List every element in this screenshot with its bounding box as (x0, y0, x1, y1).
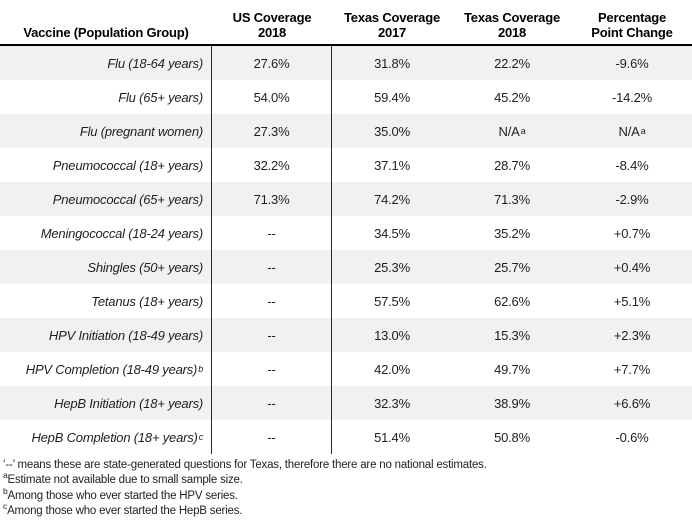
cell-us-2018: -- (212, 250, 332, 284)
cell-us-2018: -- (212, 386, 332, 420)
cell-change: -14.2% (612, 89, 652, 105)
cell-vaccine: HepB Initiation (18+ years) (0, 386, 212, 420)
table-row: Flu (65+ years) 54.0% 59.4% 45.2% -14.2% (0, 80, 692, 114)
cell-tx-2017: 13.0% (374, 327, 410, 343)
cell-tx-2017: 35.0% (374, 123, 410, 139)
cell-tx-2017: 51.4% (374, 429, 410, 445)
cell-tx-2017: 57.5% (374, 293, 410, 309)
cell-tx-2018: 62.6% (494, 293, 530, 309)
cell-tx-2017: 32.3% (374, 395, 410, 411)
cell-tx-2017: 31.8% (374, 55, 410, 71)
cell-us-2018: 32.2% (212, 148, 332, 182)
cell-change: +0.7% (613, 225, 651, 241)
cell-vaccine: Flu (65+ years) (0, 80, 212, 114)
footnote-a: aEstimate not available due to small sam… (3, 470, 243, 487)
footnote-c: cAmong those who ever started the HepB s… (3, 501, 243, 517)
cell-tx-2017: 37.1% (374, 157, 410, 173)
table-row: Tetanus (18+ years) -- 57.5% 62.6% +5.1% (0, 284, 692, 318)
cell-tx-2018: 49.7% (494, 361, 530, 377)
cell-tx-2018: 28.7% (494, 157, 530, 173)
cell-us-2018: 71.3% (212, 182, 332, 216)
header-us-coverage-2018: US Coverage 2018 (232, 10, 312, 40)
cell-us-2018: -- (212, 284, 332, 318)
table-row: Shingles (50+ years) -- 25.3% 25.7% +0.4… (0, 250, 692, 284)
cell-vaccine: Tetanus (18+ years) (0, 284, 212, 318)
cell-change: N/A a (618, 123, 646, 139)
footnote-dashes: ‘--’ means these are state-generated que… (3, 459, 487, 471)
table-row: HepB Completion (18+ years) c -- 51.4% 50… (0, 420, 692, 454)
cell-us-2018: -- (212, 216, 332, 250)
footnotes: ‘--’ means these are state-generated que… (0, 454, 692, 519)
cell-tx-2017: 42.0% (374, 361, 410, 377)
table-row: Pneumococcal (18+ years) 32.2% 37.1% 28.… (0, 148, 692, 182)
cell-tx-2017: 74.2% (374, 191, 410, 207)
cell-tx-2018: 38.9% (494, 395, 530, 411)
cell-tx-2018: 50.8% (494, 429, 530, 445)
table-row: HPV Initiation (18-49 years) -- 13.0% 15… (0, 318, 692, 352)
cell-change: +6.6% (613, 395, 651, 411)
cell-vaccine: Pneumococcal (65+ years) (0, 182, 212, 216)
header-vaccine: Vaccine (Population Group) (0, 0, 212, 44)
cell-tx-2018: 22.2% (494, 55, 530, 71)
cell-tx-2017: 59.4% (374, 89, 410, 105)
cell-change: -9.6% (615, 55, 649, 71)
cell-us-2018: -- (212, 318, 332, 352)
table-header: Vaccine (Population Group) US Coverage 2… (0, 0, 692, 46)
cell-change: -0.6% (615, 429, 649, 445)
header-vaccine-label: Vaccine (Population Group) (23, 25, 189, 40)
table-body: Flu (18-64 years) 27.6% 31.8% 22.2% -9.6… (0, 46, 692, 454)
cell-vaccine: Shingles (50+ years) (0, 250, 212, 284)
cell-us-2018: -- (212, 352, 332, 386)
header-texas-coverage-2018: Texas Coverage 2018 (464, 10, 560, 40)
table-row: Flu (18-64 years) 27.6% 31.8% 22.2% -9.6… (0, 46, 692, 80)
cell-tx-2018: 15.3% (494, 327, 530, 343)
cell-vaccine: Flu (18-64 years) (0, 46, 212, 80)
table-row: Pneumococcal (65+ years) 71.3% 74.2% 71.… (0, 182, 692, 216)
table-row: HPV Completion (18-49 years) b -- 42.0% 4… (0, 352, 692, 386)
cell-vaccine: Pneumococcal (18+ years) (0, 148, 212, 182)
table-row: Flu (pregnant women) 27.3% 35.0% N/A a N/… (0, 114, 692, 148)
cell-change: -8.4% (615, 157, 649, 173)
cell-tx-2017: 34.5% (374, 225, 410, 241)
header-texas-coverage-2017: Texas Coverage 2017 (344, 10, 440, 40)
cell-tx-2018: 71.3% (494, 191, 530, 207)
cell-tx-2018: N/A a (498, 123, 526, 139)
cell-vaccine: HPV Completion (18-49 years) b (0, 352, 212, 386)
cell-tx-2018: 35.2% (494, 225, 530, 241)
cell-us-2018: 54.0% (212, 80, 332, 114)
cell-change: +5.1% (613, 293, 651, 309)
cell-tx-2018: 45.2% (494, 89, 530, 105)
footnote-b: bAmong those who ever started the HPV se… (3, 485, 238, 502)
cell-us-2018: -- (212, 420, 332, 454)
cell-vaccine: Flu (pregnant women) (0, 114, 212, 148)
cell-tx-2018: 25.7% (494, 259, 530, 275)
cell-vaccine: HepB Completion (18+ years) c (0, 420, 212, 454)
cell-tx-2017: 25.3% (374, 259, 410, 275)
cell-vaccine: Meningococcal (18-24 years) (0, 216, 212, 250)
table-row: Meningococcal (18-24 years) -- 34.5% 35.… (0, 216, 692, 250)
cell-change: +2.3% (613, 327, 651, 343)
cell-us-2018: 27.3% (212, 114, 332, 148)
cell-change: -2.9% (615, 191, 649, 207)
header-percentage-point-change: Percentage Point Change (591, 10, 673, 40)
cell-us-2018: 27.6% (212, 46, 332, 80)
cell-change: +0.4% (613, 259, 651, 275)
cell-vaccine: HPV Initiation (18-49 years) (0, 318, 212, 352)
cell-change: +7.7% (613, 361, 651, 377)
table-row: HepB Initiation (18+ years) -- 32.3% 38.… (0, 386, 692, 420)
